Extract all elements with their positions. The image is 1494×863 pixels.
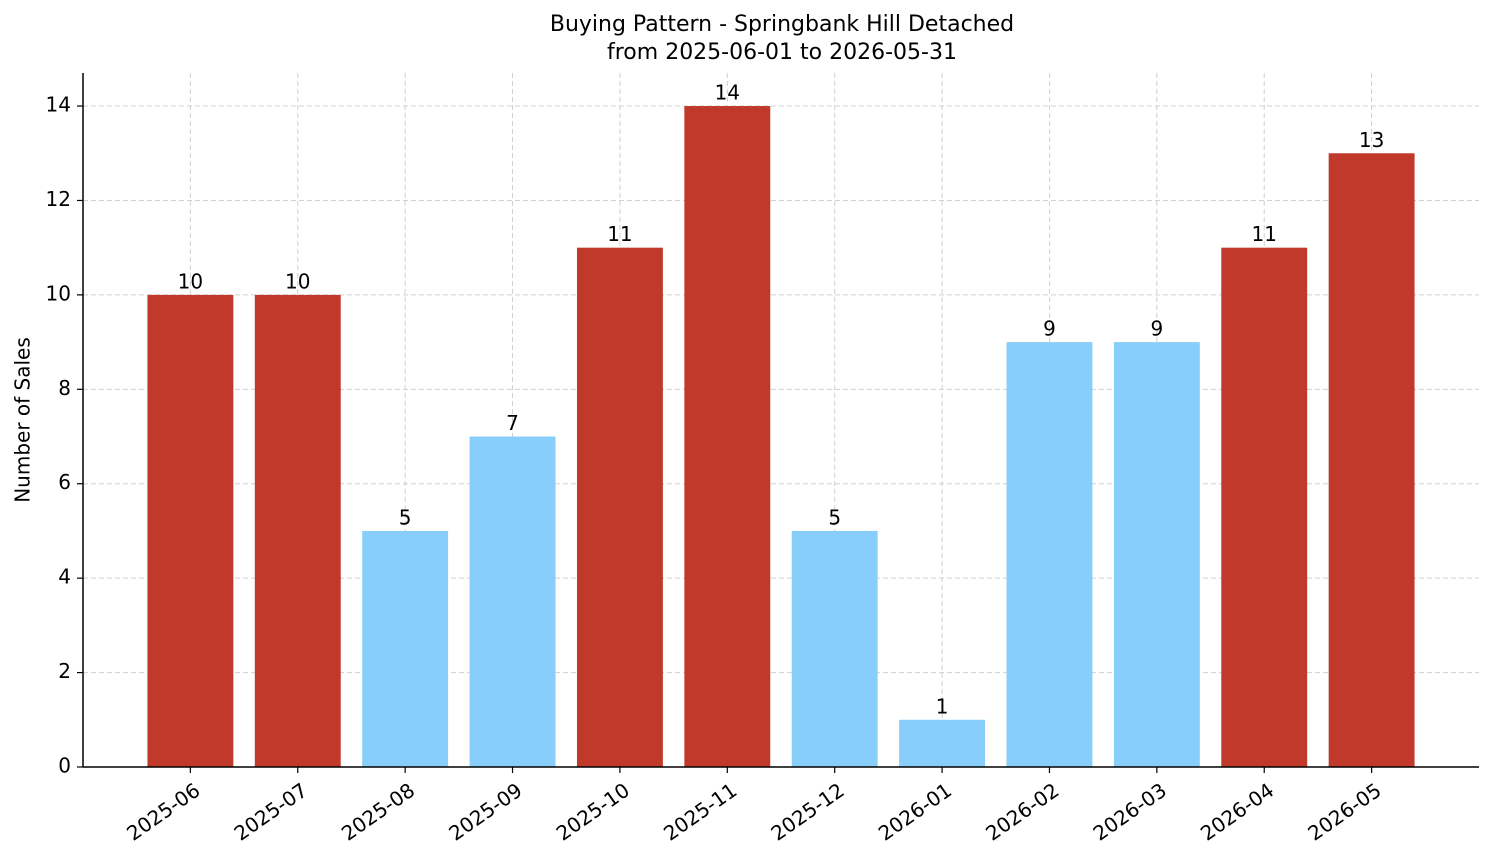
x-tick-label: 2025-07: [230, 778, 312, 846]
y-tick-label: 14: [46, 93, 71, 117]
data-label: 7: [506, 411, 519, 435]
y-tick-label: 6: [58, 470, 71, 494]
chart-subtitle: from 2025-06-01 to 2026-05-31: [607, 40, 957, 65]
bar: [1328, 153, 1415, 768]
data-label: 9: [1150, 317, 1163, 341]
x-tick-label: 2025-06: [122, 778, 204, 846]
data-label: 5: [399, 505, 412, 529]
bar: [362, 530, 449, 767]
data-label: 10: [285, 269, 310, 293]
x-tick-label: 2026-03: [1089, 778, 1171, 846]
bar: [684, 106, 771, 768]
x-tick-label: 2026-01: [874, 778, 956, 846]
y-tick-label: 2: [58, 659, 71, 683]
y-tick-label: 4: [58, 565, 71, 589]
data-label: 5: [828, 505, 841, 529]
y-tick-label: 0: [58, 754, 71, 778]
x-tick-label: 2025-09: [444, 778, 526, 846]
x-tick-label: 2026-02: [981, 778, 1063, 846]
x-tick-label: 2025-12: [766, 778, 848, 846]
bar: [1221, 247, 1308, 767]
bar: [899, 719, 986, 767]
bar: [147, 294, 234, 767]
data-label: 11: [607, 222, 632, 246]
y-tick-label: 10: [46, 281, 71, 305]
y-tick-label: 8: [58, 376, 71, 400]
y-tick-label: 12: [46, 187, 71, 211]
y-axis-label: Number of Sales: [11, 337, 35, 503]
x-tick-label: 2025-10: [552, 778, 634, 846]
data-label: 14: [715, 81, 740, 105]
data-label: 9: [1043, 317, 1056, 341]
x-tick-label: 2025-11: [659, 778, 741, 846]
bar: [791, 530, 878, 767]
x-tick-label: 2026-04: [1196, 778, 1278, 846]
bar: [1006, 342, 1093, 767]
data-label: 10: [178, 269, 203, 293]
bar: [469, 436, 556, 767]
data-label: 11: [1252, 222, 1277, 246]
data-label: 1: [936, 694, 949, 718]
bar: [576, 247, 663, 767]
plot-area: 10 10 5 7 11 14 5 1 9 9 11 13: [147, 81, 1415, 768]
bar: [1113, 342, 1200, 767]
bar: [254, 294, 341, 767]
data-label: 13: [1359, 128, 1384, 152]
chart-title: Buying Pattern - Springbank Hill Detache…: [550, 12, 1014, 37]
x-tick-label: 2025-08: [337, 778, 419, 846]
x-tick-label: 2026-05: [1303, 778, 1385, 846]
